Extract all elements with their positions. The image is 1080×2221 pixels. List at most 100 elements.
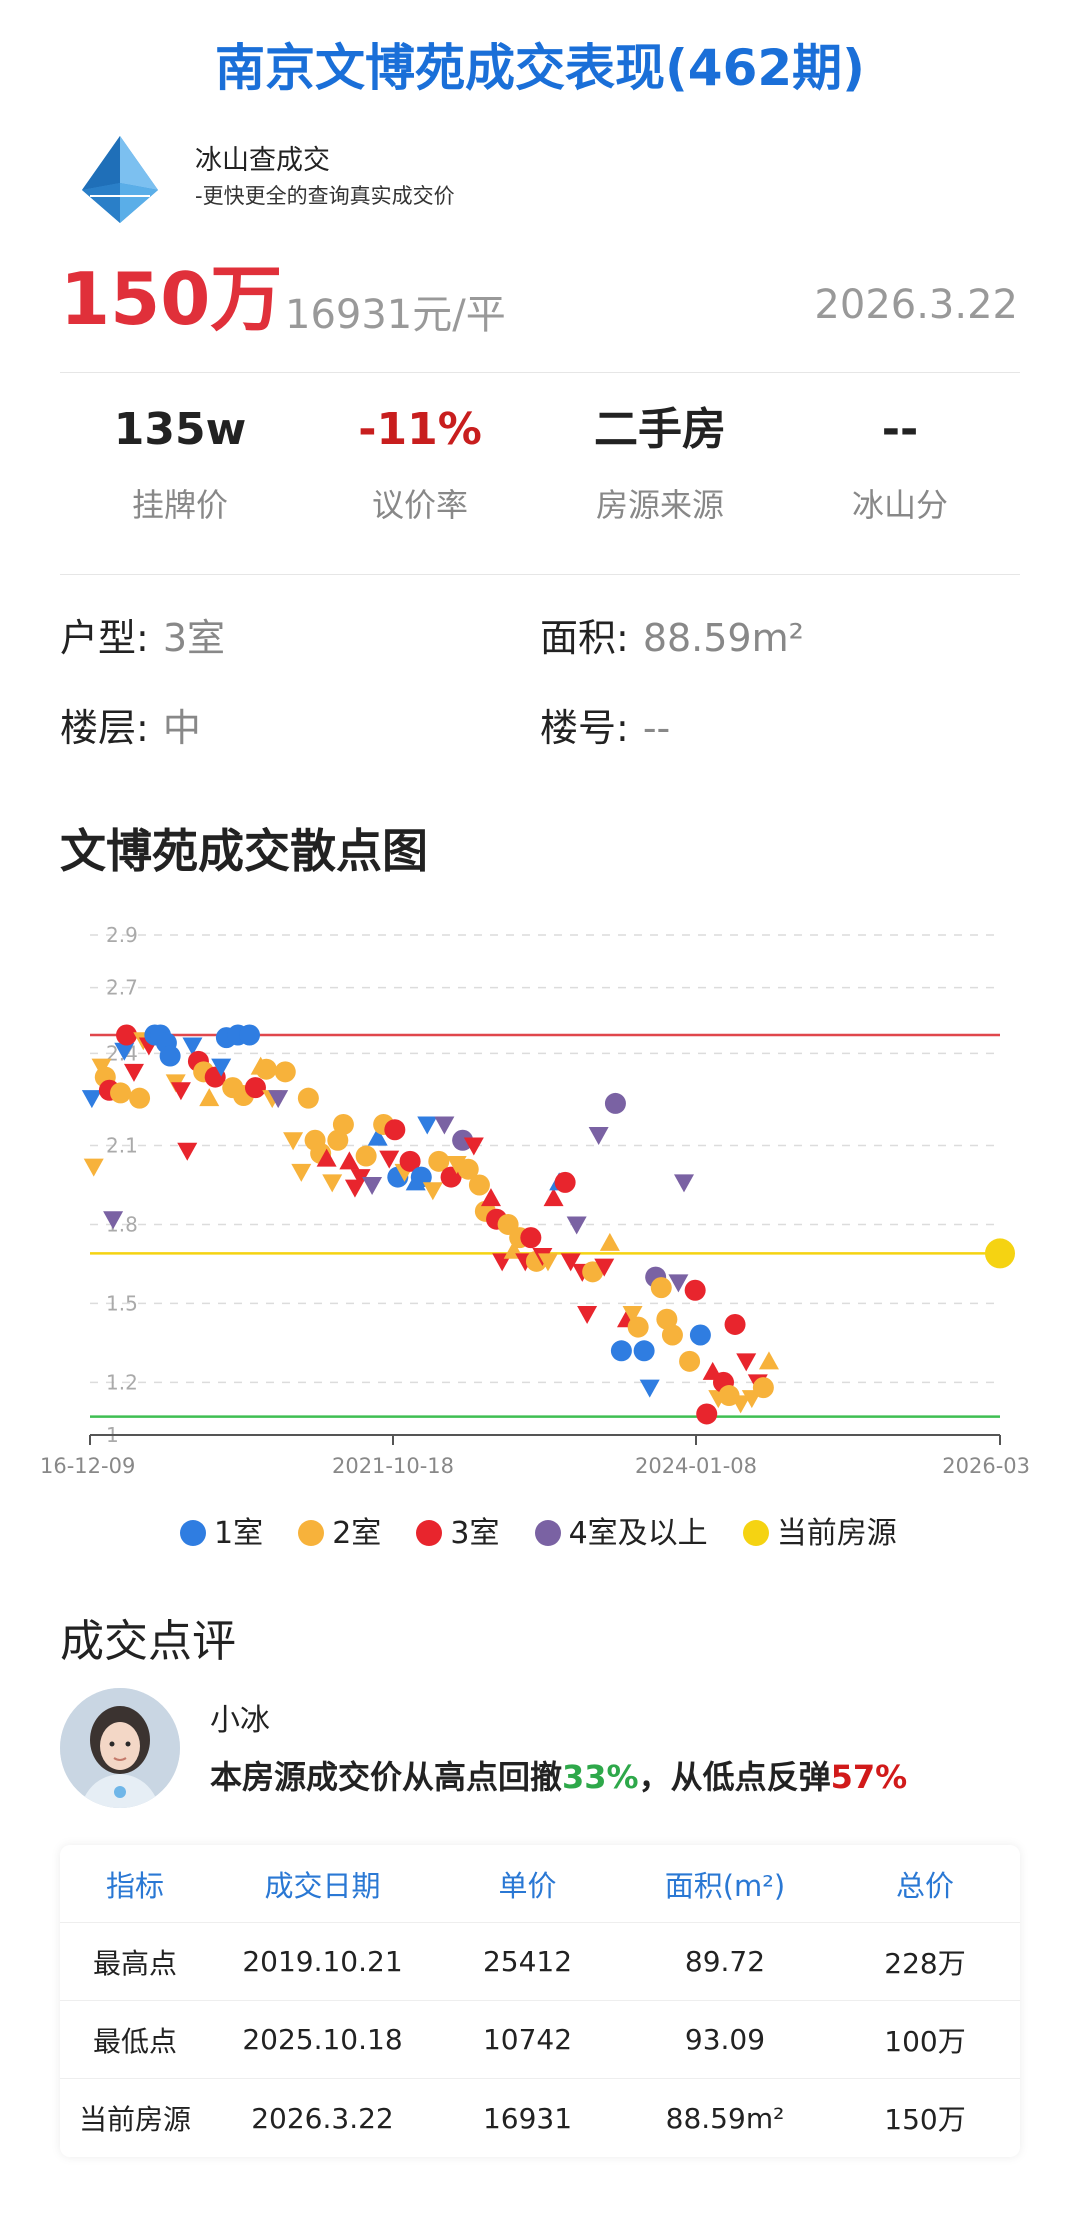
- data-point: [668, 1274, 689, 1293]
- table-cell: 89.72: [684, 1945, 766, 1978]
- data-point: [322, 1174, 343, 1193]
- stat-label: 挂牌价: [131, 486, 228, 524]
- y-tick-label: 2.1: [106, 1134, 138, 1158]
- stat-value: --: [881, 404, 919, 455]
- price-table: 指标 成交日期 单价 面积(m²) 总价 最高点 2019.10.21 2541…: [60, 1845, 1020, 2157]
- stat-label: 冰山分: [851, 486, 948, 524]
- stats-row: 135w 挂牌价 -11% 议价率 二手房 房源来源 -- 冰山分: [60, 400, 1020, 540]
- table-header-cell: 面积(m²): [664, 1868, 786, 1903]
- current-listing-point: [985, 1238, 1015, 1269]
- data-point: [452, 1129, 474, 1151]
- data-point: [650, 1277, 672, 1299]
- review-title: 成交点评: [60, 1616, 236, 1667]
- legend-dot-icon: [416, 1520, 443, 1546]
- data-point: [422, 1182, 443, 1201]
- legend-item[interactable]: 1室: [180, 1508, 263, 1552]
- data-point: [468, 1174, 490, 1196]
- stat-negotiation-rate: -11% 议价率: [300, 400, 540, 526]
- data-point: [81, 1090, 102, 1109]
- data-point: [594, 1258, 615, 1277]
- data-point: [689, 1324, 711, 1346]
- y-tick-label: 2.7: [106, 976, 138, 1000]
- data-point: [566, 1216, 587, 1235]
- data-point: [520, 1227, 542, 1249]
- data-point: [182, 1037, 203, 1056]
- data-point: [696, 1403, 718, 1425]
- data-point: [238, 1024, 260, 1046]
- attr-key: 面积:: [540, 616, 629, 660]
- data-point: [480, 1188, 501, 1207]
- table-cell: 25412: [482, 1945, 573, 1978]
- data-point: [316, 1148, 337, 1167]
- legend-item[interactable]: 4室及以上: [534, 1508, 708, 1552]
- attr-key: 楼层:: [60, 706, 149, 750]
- page-title: 南京文博苑成交表现(462期): [214, 39, 866, 97]
- legend-item[interactable]: 3室: [416, 1508, 499, 1552]
- attr-value: 88.59m²: [642, 616, 804, 660]
- data-point: [758, 1351, 779, 1370]
- legend-dot-icon: [742, 1520, 769, 1546]
- table-cell: 当前房源: [78, 2103, 191, 2136]
- brand-name: 冰山查成交: [195, 145, 330, 176]
- data-point: [177, 1142, 198, 1161]
- data-point: [679, 1350, 701, 1372]
- chart-section-title: 文博苑成交散点图: [60, 824, 428, 878]
- legend-label: 4室及以上: [568, 1516, 708, 1551]
- data-point: [627, 1316, 649, 1338]
- stat-source: 二手房 房源来源: [540, 400, 780, 526]
- data-point: [428, 1150, 450, 1172]
- table-row: 当前房源 2026.3.22 16931 88.59m² 150万: [60, 2079, 1020, 2157]
- data-point: [332, 1113, 354, 1135]
- table-cell: 最低点: [92, 2024, 177, 2058]
- data-point: [463, 1137, 484, 1156]
- stat-label: 议价率: [371, 486, 468, 524]
- legend-dot-icon: [534, 1520, 561, 1546]
- scatter-chart: 2.92.72.42.11.81.51.2116-12-092021-10-18…: [40, 923, 1030, 1478]
- comment-text: 本房源成交价从高点回撤: [210, 1758, 563, 1796]
- data-point: [684, 1279, 706, 1301]
- table-header-cell: 指标: [105, 1868, 164, 1903]
- data-point: [129, 1087, 151, 1109]
- data-point: [736, 1353, 757, 1372]
- legend-dot-icon: [298, 1520, 325, 1546]
- reviewer-avatar: [60, 1688, 180, 1808]
- total-price: 150万: [60, 257, 283, 341]
- data-point: [554, 1171, 576, 1193]
- data-point: [379, 1150, 400, 1169]
- legend-label: 1室: [214, 1516, 264, 1551]
- rebound-value: 57%: [830, 1758, 908, 1796]
- legend-item[interactable]: 2室: [298, 1508, 381, 1552]
- table-row: 最高点 2019.10.21 25412 89.72 228万: [60, 1923, 1020, 2001]
- data-point: [622, 1305, 643, 1324]
- data-point: [116, 1024, 138, 1046]
- data-point: [730, 1395, 751, 1414]
- attr-value: 中: [162, 706, 201, 750]
- unit-price: 16931元/平: [285, 292, 506, 338]
- attr-layout: 户型: 3室: [60, 607, 225, 662]
- legend-item[interactable]: 当前房源: [742, 1508, 897, 1552]
- data-point: [417, 1116, 438, 1135]
- table-row: 最低点 2025.10.18 10742 93.09 100万: [60, 2001, 1020, 2079]
- data-point: [297, 1087, 319, 1109]
- data-point: [399, 1150, 421, 1172]
- data-point: [255, 1058, 277, 1080]
- attr-value: --: [642, 706, 671, 750]
- data-point: [199, 1088, 220, 1107]
- data-point: [291, 1163, 312, 1182]
- attr-key: 楼号:: [540, 706, 629, 750]
- data-point: [599, 1232, 620, 1251]
- data-point: [170, 1082, 191, 1101]
- data-point: [114, 1042, 135, 1061]
- table-header-cell: 成交日期: [264, 1868, 381, 1903]
- data-point: [355, 1145, 377, 1167]
- attr-value: 3室: [162, 616, 225, 660]
- data-point: [384, 1119, 406, 1141]
- x-tick-label: 2024-01-08: [635, 1454, 757, 1478]
- y-tick-label: 2.9: [106, 923, 138, 947]
- table-header-cell: 总价: [895, 1868, 954, 1903]
- divider: [60, 372, 1020, 373]
- deal-date: 2026.3.22: [814, 282, 1018, 328]
- data-point: [604, 1092, 626, 1114]
- legend-label: 3室: [450, 1516, 500, 1551]
- data-point: [123, 1063, 144, 1082]
